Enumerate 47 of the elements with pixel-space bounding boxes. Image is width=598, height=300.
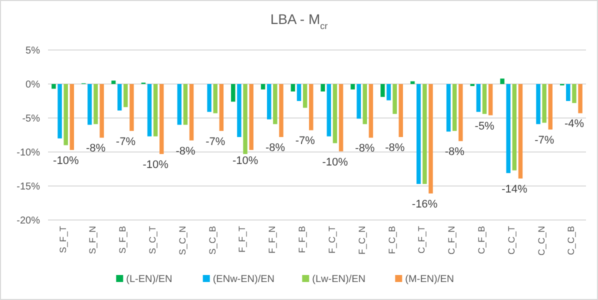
data-label: -8% — [86, 142, 106, 155]
data-label: -8% — [444, 146, 465, 158]
x-tick-label: C_F_T — [416, 226, 427, 254]
data-label: -7% — [206, 136, 226, 148]
x-tick-label: S_C_T — [148, 226, 158, 254]
data-label: -5% — [474, 120, 495, 132]
y-tick-label: 0% — [26, 80, 40, 90]
legend-label: (M-EN)/EN — [405, 274, 454, 285]
data-label: -10% — [322, 156, 348, 168]
x-tick-label: F_F_B — [297, 226, 308, 254]
y-tick-label: -5% — [22, 114, 40, 124]
data-label: -10% — [232, 154, 258, 167]
y-tick-label: -15% — [16, 182, 40, 192]
x-tick-label: S_F_N — [88, 226, 98, 254]
x-tick-label: S_F_B — [118, 226, 128, 254]
x-tick-label: F_C_N — [356, 226, 367, 255]
data-label: -10% — [53, 154, 79, 167]
x-tick-label: C_C_N — [536, 226, 546, 256]
x-tick-label: F_C_B — [386, 226, 397, 254]
x-tick-label: S_F_T — [58, 226, 68, 254]
data-label: -14% — [502, 184, 528, 196]
legend-label: (ENw-EN)/EN — [212, 274, 275, 285]
x-tick-label: S_C_N — [177, 226, 188, 256]
legend-label: (L-EN)/EN — [126, 274, 172, 285]
x-tick-label: F_F_N — [267, 226, 278, 254]
x-tick-label: F_F_T — [237, 226, 248, 253]
data-label: -7% — [295, 135, 316, 148]
data-label: -8% — [265, 142, 286, 154]
data-label: -16% — [412, 198, 438, 210]
x-tick-label: C_F_N — [446, 226, 457, 255]
data-label: -7% — [116, 136, 136, 148]
y-tick-label: 5% — [26, 46, 40, 56]
x-tick-label: C_C_T — [506, 226, 516, 255]
chart-title: LBA - M$_{cr}$ — [270, 11, 328, 31]
y-tick-label: -20% — [16, 216, 40, 226]
y-tick-label: -10% — [16, 148, 40, 158]
data-label: -10% — [142, 159, 169, 172]
data-label: -8% — [385, 142, 405, 154]
x-tick-label: S_C_B — [207, 226, 218, 255]
x-tick-label: F_C_T — [326, 226, 337, 254]
data-label: -8% — [176, 145, 196, 158]
data-label: -7% — [534, 134, 554, 147]
data-label: -4% — [564, 118, 584, 130]
x-tick-label: C_F_B — [476, 226, 486, 254]
data-label: -8% — [355, 142, 375, 155]
legend-label: (Lw-EN)/EN — [312, 274, 366, 285]
x-tick-label: C_C_B — [566, 226, 576, 256]
